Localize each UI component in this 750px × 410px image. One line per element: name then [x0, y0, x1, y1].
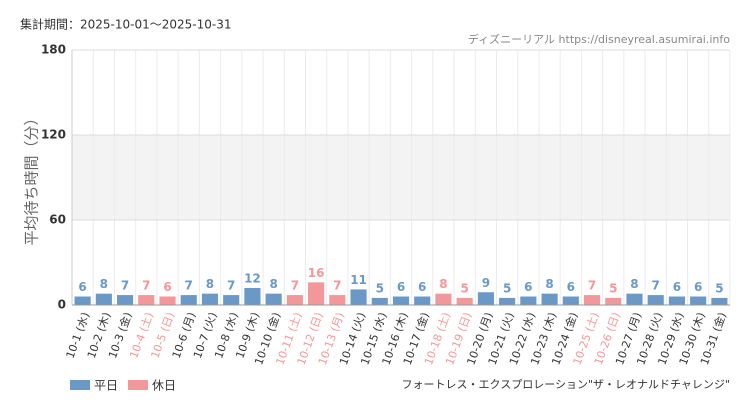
bar — [499, 297, 516, 305]
bar — [520, 296, 537, 305]
bar — [201, 293, 219, 305]
value-label: 8 — [545, 277, 553, 291]
bar — [74, 296, 91, 305]
legend-swatch — [128, 380, 148, 390]
value-label: 9 — [482, 276, 490, 290]
bar — [350, 289, 367, 305]
value-label: 6 — [418, 280, 426, 294]
value-label: 8 — [269, 277, 277, 291]
bar — [605, 297, 622, 305]
bar — [116, 295, 134, 305]
bar — [477, 292, 494, 305]
y-axis-label: 平均待ち時間（分） — [23, 110, 41, 245]
bar — [562, 296, 579, 305]
bar — [329, 295, 346, 305]
value-label: 16 — [308, 266, 325, 280]
plot-band — [72, 135, 730, 220]
bar — [244, 288, 261, 305]
legend-label: 休日 — [152, 379, 176, 393]
bar — [668, 296, 686, 305]
value-label: 6 — [694, 280, 702, 294]
source: ディズニーリアル https://disneyreal.asumirai.inf… — [468, 32, 730, 46]
bar — [371, 297, 388, 305]
value-label: 11 — [350, 273, 367, 287]
value-label: 8 — [439, 277, 447, 291]
bar — [647, 295, 664, 305]
bar — [626, 293, 643, 305]
value-label: 6 — [397, 280, 405, 294]
value-label: 6 — [673, 280, 681, 294]
value-label: 7 — [227, 279, 235, 293]
bar — [456, 297, 473, 305]
attraction-name: フォートレス・エクスプロレーション"ザ・レオナルドチャレンジ" — [402, 378, 730, 391]
bar — [95, 293, 112, 305]
value-label: 12 — [244, 272, 261, 286]
period: 集計期間：2025-10-01〜2025-10-31 — [20, 17, 231, 32]
legend-swatch — [70, 380, 90, 390]
value-label: 7 — [333, 279, 341, 293]
value-label: 7 — [142, 279, 150, 293]
bar — [308, 282, 325, 305]
value-label: 6 — [567, 280, 575, 294]
value-label: 5 — [376, 281, 384, 295]
y-tick-label: 120 — [41, 128, 66, 142]
value-label: 5 — [609, 281, 617, 295]
value-label: 5 — [460, 281, 468, 295]
bar — [223, 295, 240, 305]
value-label: 7 — [588, 279, 596, 293]
bar — [180, 295, 197, 305]
value-label: 5 — [715, 281, 723, 295]
bar — [711, 297, 728, 305]
y-tick-label: 0 — [58, 298, 66, 312]
value-label: 8 — [206, 277, 214, 291]
value-label: 7 — [121, 279, 129, 293]
bar — [392, 296, 410, 305]
value-label: 6 — [163, 280, 171, 294]
value-label: 8 — [630, 277, 638, 291]
y-tick-label: 60 — [49, 213, 66, 227]
bar — [583, 295, 601, 305]
bar — [414, 296, 431, 305]
value-label: 5 — [503, 281, 511, 295]
value-label: 7 — [652, 279, 660, 293]
value-label: 8 — [100, 277, 108, 291]
value-label: 7 — [291, 279, 299, 293]
value-label: 7 — [185, 279, 193, 293]
legend-label: 平日 — [94, 379, 118, 393]
y-tick-label: 180 — [41, 43, 66, 57]
value-label: 6 — [524, 280, 532, 294]
bar — [690, 296, 707, 305]
bar — [435, 293, 452, 305]
bar — [286, 295, 303, 305]
bar — [138, 295, 155, 305]
bar — [265, 293, 282, 305]
value-label: 6 — [78, 280, 86, 294]
bar — [541, 293, 558, 305]
bar — [159, 296, 176, 305]
